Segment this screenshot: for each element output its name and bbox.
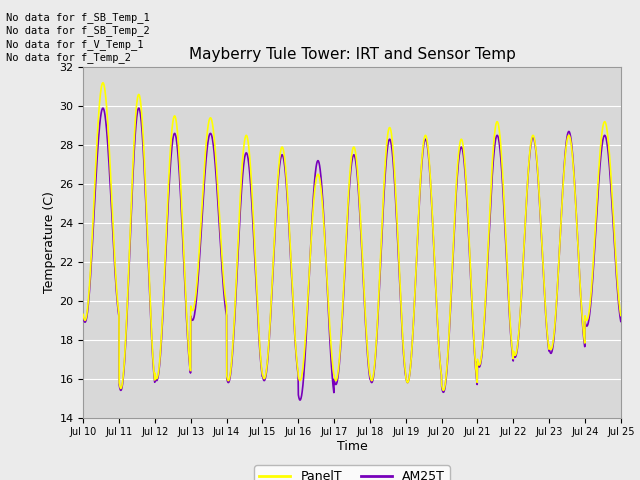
Title: Mayberry Tule Tower: IRT and Sensor Temp: Mayberry Tule Tower: IRT and Sensor Temp [189,47,515,62]
PanelT [79,312,87,317]
PanelT [440,387,447,393]
Y-axis label: Temperature (C): Temperature (C) [44,192,56,293]
Text: No data for f_SB_Temp_2: No data for f_SB_Temp_2 [6,25,150,36]
AM25T [602,133,609,139]
PanelT [617,312,625,318]
AM25T [602,134,609,140]
PanelT [327,337,335,343]
PanelT [602,120,609,126]
PanelT [503,260,511,266]
Line: AM25T: AM25T [83,108,621,400]
PanelT [107,179,115,184]
AM25T [107,194,115,200]
AM25T [341,261,349,266]
AM25T [99,105,107,111]
Text: No data for f_Temp_2: No data for f_Temp_2 [6,52,131,63]
X-axis label: Time: Time [337,440,367,453]
Text: No data for f_V_Temp_1: No data for f_V_Temp_1 [6,39,144,50]
Line: PanelT: PanelT [83,83,621,390]
AM25T [617,319,625,324]
PanelT [602,120,609,126]
Text: No data for f_SB_Temp_1: No data for f_SB_Temp_1 [6,12,150,23]
AM25T [296,397,304,403]
AM25T [79,314,87,320]
PanelT [99,80,107,85]
Legend: PanelT, AM25T: PanelT, AM25T [254,466,450,480]
PanelT [341,260,349,266]
AM25T [503,267,511,273]
AM25T [327,354,335,360]
